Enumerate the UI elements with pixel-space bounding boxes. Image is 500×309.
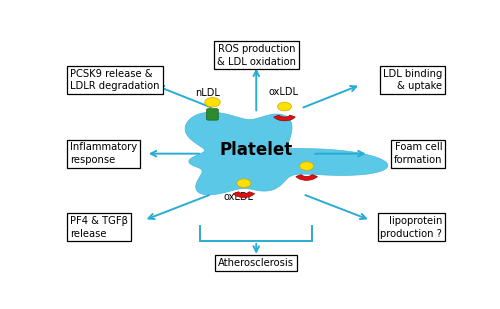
- Text: ROS production
& LDL oxidation: ROS production & LDL oxidation: [217, 44, 296, 67]
- Text: oxLDL: oxLDL: [224, 193, 254, 202]
- Text: nLDL: nLDL: [196, 88, 220, 98]
- Text: oxLDL: oxLDL: [268, 87, 298, 96]
- Wedge shape: [296, 175, 318, 180]
- Text: PF4 & TGFβ
release: PF4 & TGFβ release: [70, 216, 128, 239]
- Text: Atherosclerosis: Atherosclerosis: [218, 258, 294, 268]
- Wedge shape: [233, 192, 254, 197]
- Text: Inflammatory
response: Inflammatory response: [70, 142, 138, 165]
- Polygon shape: [185, 112, 388, 195]
- Wedge shape: [274, 115, 295, 121]
- Circle shape: [278, 102, 291, 111]
- Text: Platelet: Platelet: [220, 141, 293, 159]
- FancyBboxPatch shape: [206, 109, 218, 120]
- Text: LDL binding
& uptake: LDL binding & uptake: [383, 69, 442, 91]
- Circle shape: [300, 162, 314, 170]
- Circle shape: [237, 179, 251, 188]
- Circle shape: [204, 98, 220, 107]
- Text: PCSK9 release &
LDLR degradation: PCSK9 release & LDLR degradation: [70, 69, 160, 91]
- Text: Foam cell
formation: Foam cell formation: [394, 142, 442, 165]
- Text: lipoprotein
production ?: lipoprotein production ?: [380, 216, 442, 239]
